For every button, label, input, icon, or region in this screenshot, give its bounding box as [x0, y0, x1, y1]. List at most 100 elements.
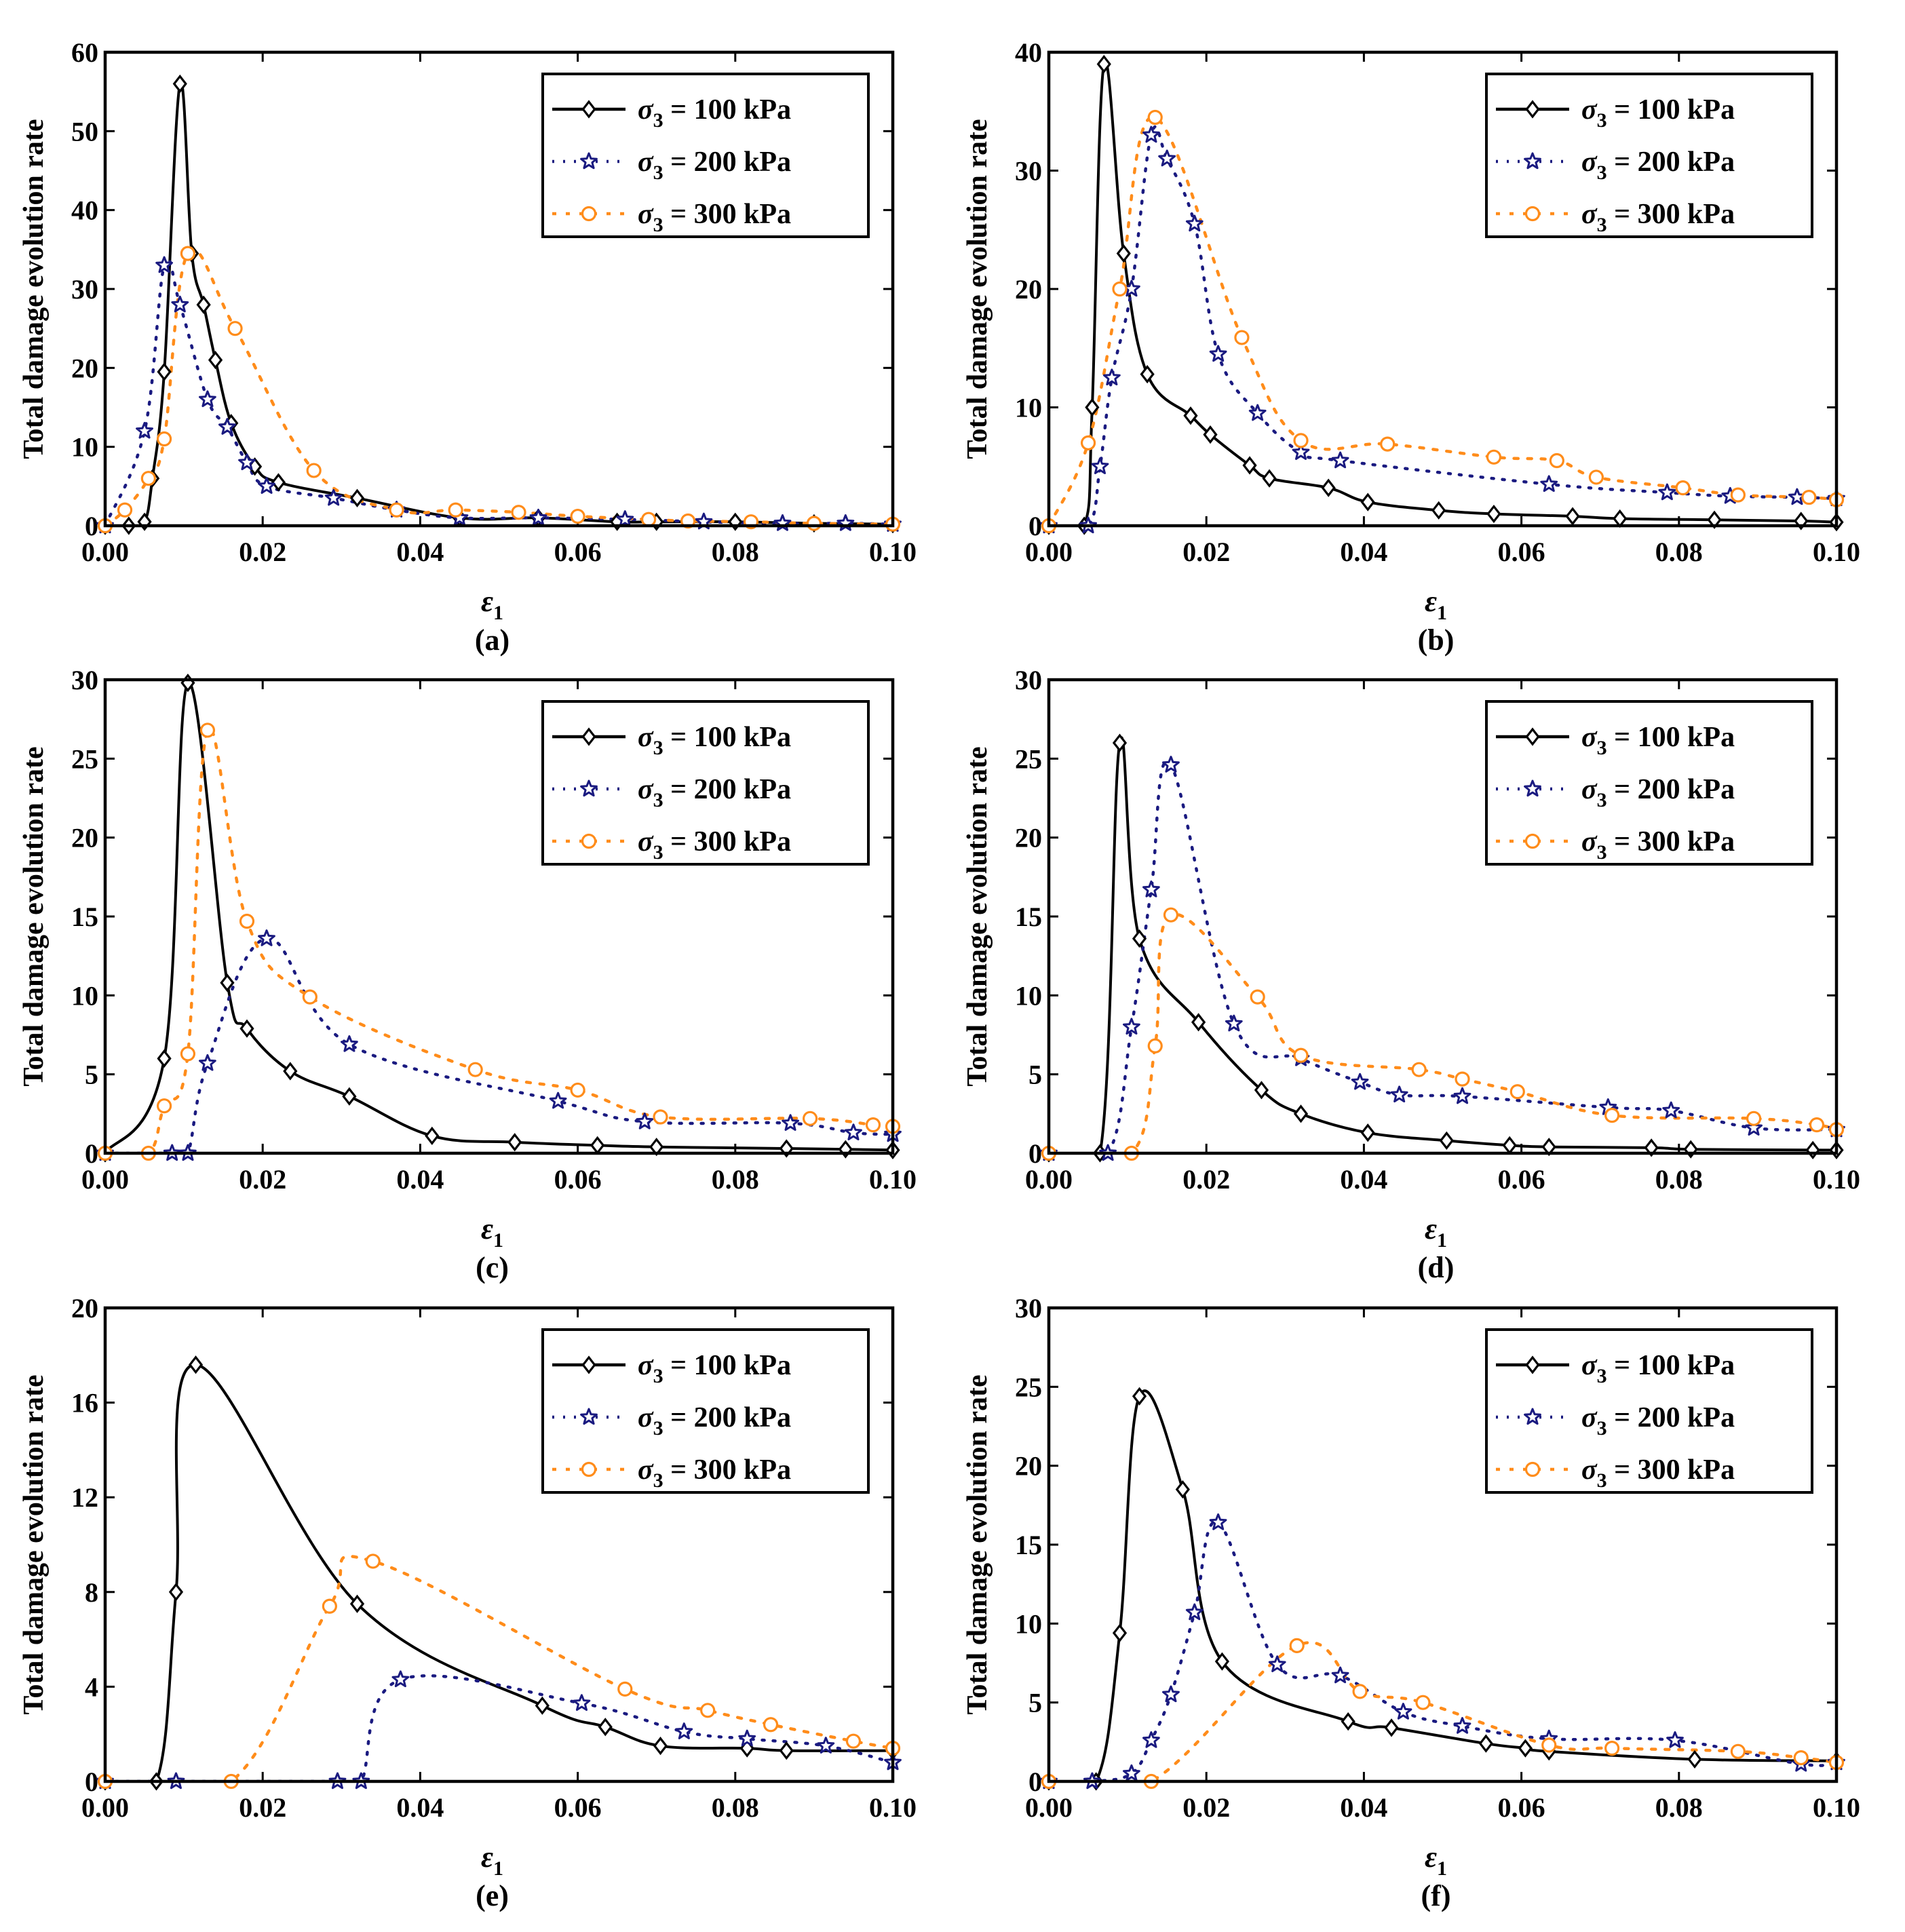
data-point	[157, 1049, 172, 1068]
data-point	[239, 1019, 254, 1038]
data-point	[172, 74, 187, 94]
data-point	[1112, 733, 1128, 752]
data-point	[1565, 507, 1580, 526]
data-point	[1352, 1684, 1368, 1699]
data-point	[1132, 929, 1147, 948]
y-axis-label: Total damage evolution rate	[18, 119, 50, 459]
legend-box	[1485, 73, 1813, 238]
data-point	[1209, 1513, 1227, 1530]
data-point	[1331, 1666, 1349, 1684]
legend-label: σ3 = 200 kPa	[1581, 774, 1735, 811]
x-tick-label: 0.06	[554, 1792, 602, 1823]
plot-frame	[1047, 50, 1839, 528]
x-axis-label: ε1	[481, 585, 503, 624]
y-tick-label: 15	[71, 902, 98, 932]
data-point	[782, 1114, 799, 1131]
x-axis-label: ε1	[481, 1212, 503, 1252]
plot-frame	[1047, 678, 1839, 1155]
data-point	[653, 1109, 668, 1125]
x-tick-label: 0.00	[1025, 537, 1073, 567]
data-point	[616, 510, 634, 527]
data-point	[1687, 1750, 1702, 1769]
series-line-300kpa	[1049, 1641, 1836, 1781]
data-point	[700, 1703, 716, 1718]
data-point	[1293, 433, 1309, 448]
y-tick-label: 20	[1015, 274, 1042, 305]
data-point	[1384, 1718, 1399, 1737]
legend-label: σ3 = 100 kPa	[638, 94, 791, 132]
x-tick-label: 0.04	[1340, 1164, 1387, 1195]
data-point	[1805, 1140, 1820, 1159]
x-tick-label: 0.08	[1655, 1792, 1703, 1823]
data-point	[806, 516, 822, 531]
y-tick-label: 20	[71, 823, 98, 853]
data-point	[1439, 1131, 1454, 1150]
data-point	[425, 1126, 440, 1146]
x-tick-label: 0.06	[1498, 1164, 1545, 1195]
data-point	[1203, 425, 1218, 444]
series-line-100kpa	[105, 681, 893, 1153]
data-point	[1191, 1013, 1206, 1032]
panel-label: (b)	[1418, 623, 1455, 657]
x-tick-label: 0.00	[81, 1164, 129, 1195]
data-point	[156, 431, 172, 447]
data-point	[507, 1133, 522, 1152]
legend-marker	[581, 1355, 596, 1374]
data-point	[1360, 492, 1375, 511]
data-point	[836, 514, 855, 531]
data-point	[535, 1696, 550, 1715]
legend-box	[541, 700, 870, 866]
y-tick-label: 10	[1015, 980, 1042, 1011]
legend-box	[1485, 700, 1813, 866]
data-point	[1502, 1136, 1517, 1155]
data-point	[573, 1694, 591, 1711]
data-point	[1658, 483, 1676, 501]
legend-marker	[580, 152, 598, 170]
series-line-200kpa	[105, 937, 893, 1153]
data-point	[1103, 368, 1121, 386]
data-point	[1147, 109, 1163, 125]
x-tick-label: 0.02	[239, 1792, 286, 1823]
data-point	[1292, 443, 1310, 460]
data-point	[220, 973, 235, 992]
legend-marker	[580, 1408, 598, 1425]
data-point	[171, 295, 189, 313]
data-point	[1604, 1108, 1620, 1123]
data-point	[1268, 1655, 1286, 1672]
panel-label: (f)	[1421, 1879, 1451, 1912]
data-point	[1518, 1739, 1533, 1758]
data-point	[1234, 330, 1250, 345]
data-point	[1185, 1603, 1204, 1621]
data-point	[1209, 345, 1227, 362]
legend-box	[1485, 1328, 1813, 1494]
panel-label: (e)	[476, 1879, 509, 1912]
data-point	[1185, 214, 1204, 232]
data-point	[1214, 1652, 1230, 1671]
legend-marker	[1524, 833, 1541, 849]
data-point	[1142, 125, 1160, 143]
y-axis-label: Total damage evolution rate	[962, 119, 993, 459]
y-tick-label: 20	[1015, 823, 1042, 853]
data-point	[1478, 1734, 1493, 1753]
y-axis-label: Total damage evolution rate	[18, 746, 50, 1086]
y-tick-label: 0	[85, 511, 98, 541]
data-point	[1183, 406, 1198, 425]
y-tick-label: 10	[71, 432, 98, 463]
data-point	[1541, 1737, 1557, 1753]
x-tick-label: 0.00	[81, 537, 129, 567]
data-point	[529, 508, 547, 526]
legend-marker	[1524, 1408, 1541, 1425]
series-line-300kpa	[105, 726, 893, 1153]
x-tick-label: 0.08	[712, 1164, 759, 1195]
data-point	[1801, 490, 1817, 505]
data-point	[1147, 1038, 1163, 1054]
x-tick-label: 0.04	[396, 1792, 444, 1823]
x-tick-label: 0.08	[712, 537, 759, 567]
legend-label: σ3 = 300 kPa	[1581, 1454, 1735, 1492]
data-point	[570, 1082, 585, 1098]
x-tick-label: 0.08	[1655, 1164, 1703, 1195]
data-point	[1096, 54, 1111, 74]
y-tick-label: 60	[71, 37, 98, 68]
data-point	[1242, 456, 1257, 475]
